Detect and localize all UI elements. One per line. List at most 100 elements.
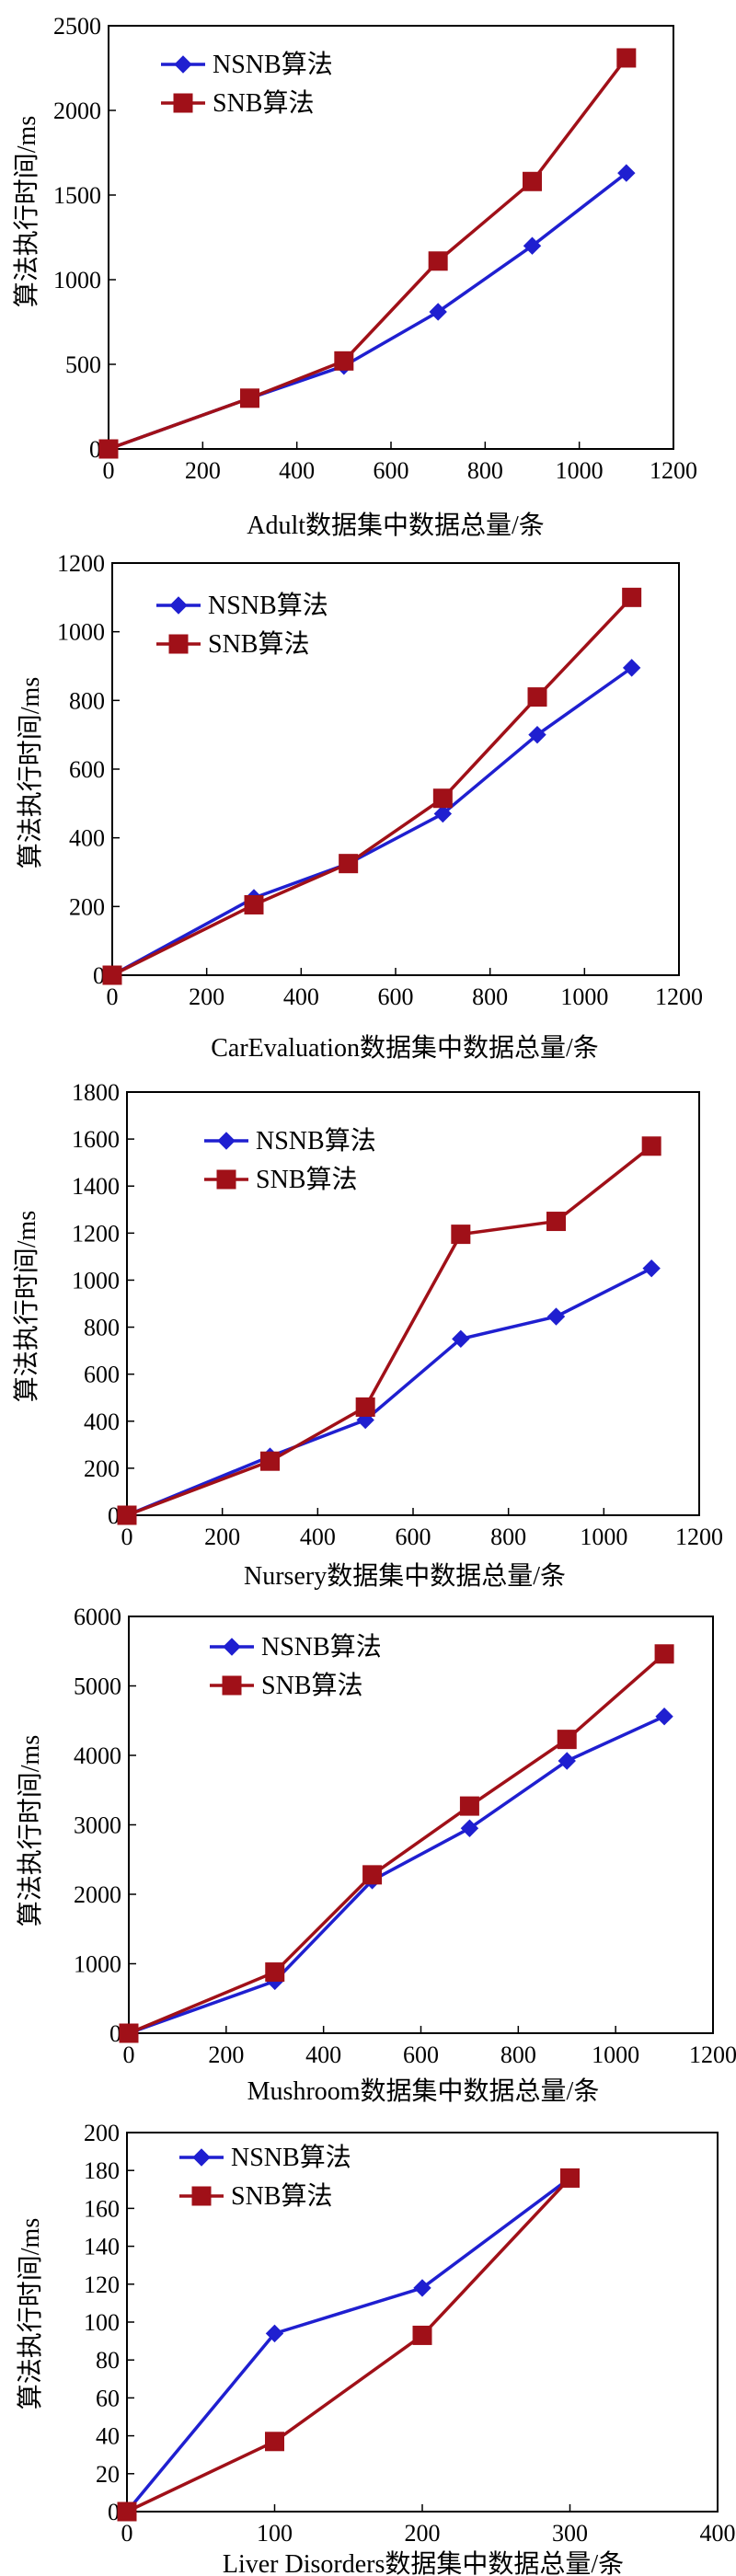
legend-label: SNB算法	[261, 1671, 362, 1700]
y-axis-label: 算法执行时间/ms	[12, 116, 41, 307]
data-point	[616, 48, 637, 68]
series-line	[108, 171, 627, 451]
series-nsnb	[99, 164, 636, 458]
data-point	[119, 2023, 139, 2043]
x-tick-label: 400	[283, 983, 319, 1010]
y-tick-label: 140	[84, 2234, 120, 2260]
y-axis-label: 算法执行时间/ms	[16, 1735, 45, 1926]
y-tick-label: 160	[84, 2195, 120, 2222]
x-tick-label: 200	[208, 2041, 244, 2068]
data-point	[527, 687, 547, 707]
x-tick-label: 800	[500, 2041, 536, 2068]
x-tick-label: 200	[405, 2520, 441, 2547]
legend-marker	[192, 2148, 211, 2167]
data-point	[334, 351, 354, 371]
series-line	[126, 2177, 571, 2513]
legend-entry: NSNB算法	[210, 1632, 382, 1662]
legend-entry: NSNB算法	[179, 2143, 351, 2172]
data-point	[265, 1962, 285, 1983]
legend-entry: SNB算法	[210, 1671, 362, 1700]
plot-frame	[111, 562, 680, 976]
data-point	[265, 2324, 284, 2343]
x-tick-label: 400	[300, 1524, 336, 1550]
y-tick-label: 800	[69, 687, 105, 714]
y-tick-label: 200	[84, 1455, 120, 1482]
x-tick-label: 200	[204, 1524, 240, 1550]
series-nsnb	[118, 2168, 580, 2521]
y-tick-label: 1000	[72, 1267, 120, 1294]
chart-adult: 0 500 1000 1500 2000 2500 0 200 400 600 800 1000 120…	[0, 0, 736, 552]
y-tick-label: 60	[96, 2385, 120, 2411]
x-tick-label: 1200	[675, 1524, 723, 1550]
y-tick-label: 2000	[74, 1881, 121, 1908]
y-tick-label: 600	[84, 1362, 120, 1388]
legend-marker	[217, 1132, 236, 1150]
legend-marker	[174, 55, 192, 74]
legend-entry: SNB算法	[179, 2181, 332, 2211]
data-point	[460, 1819, 479, 1837]
series-snb	[119, 1644, 674, 2043]
x-tick-label: 1000	[580, 1524, 627, 1550]
y-tick-label: 100	[84, 2309, 120, 2336]
x-tick-label: 0	[123, 2041, 135, 2068]
x-axis-label: Adult数据集中数据总量/条	[247, 511, 545, 540]
y-tick-label: 0	[93, 962, 105, 989]
y-tick-label: 400	[69, 825, 105, 852]
legend-label: NSNB算法	[256, 1126, 376, 1156]
y-tick-label: 400	[84, 1409, 120, 1435]
y-tick-label: 500	[65, 351, 101, 378]
chart-nursery: 0 200 400 600 800 1000 1200 1400 1600 1800 0 200 400…	[0, 1076, 736, 1601]
plot-frame	[128, 1616, 714, 2034]
chart-svg: 0 200 400 600 800 1000 1200 0 200 400 600 800 1000 12…	[16, 552, 703, 1063]
legend-marker	[173, 93, 193, 113]
legend-marker	[223, 1638, 241, 1656]
chart-svg: 0 20 40 60 80 100 120 140 160 180 200 0 100 200 300 400…	[16, 2120, 736, 2576]
x-tick-label: 400	[279, 457, 315, 484]
y-tick-label: 0	[109, 2020, 121, 2047]
y-tick-label: 0	[108, 2499, 120, 2525]
y-tick-label: 180	[84, 2157, 120, 2184]
y-tick-label: 1000	[57, 619, 105, 646]
data-point	[260, 1451, 280, 1471]
legend-marker	[169, 596, 188, 615]
x-tick-label: 1200	[689, 2041, 736, 2068]
x-tick-label: 800	[467, 457, 503, 484]
x-tick-label: 400	[700, 2520, 736, 2547]
data-point	[339, 854, 359, 874]
data-point	[451, 1225, 471, 1245]
series-line	[126, 1144, 653, 1517]
y-tick-label: 5000	[74, 1673, 121, 1700]
legend-entry: NSNB算法	[161, 50, 333, 79]
y-tick-label: 1600	[72, 1126, 120, 1153]
y-tick-label: 20	[96, 2461, 120, 2488]
data-point	[546, 1307, 566, 1326]
x-tick-label: 100	[257, 2520, 293, 2547]
x-tick-label: 600	[403, 2041, 439, 2068]
legend-label: NSNB算法	[213, 50, 333, 79]
y-tick-label: 0	[89, 436, 101, 463]
data-point	[523, 236, 542, 255]
legend-label: SNB算法	[213, 88, 314, 118]
data-point	[546, 1212, 566, 1232]
series-nsnb	[103, 659, 641, 984]
data-point	[429, 303, 447, 321]
y-axis-label: 算法执行时间/ms	[16, 677, 45, 868]
series-snb	[98, 48, 637, 459]
y-tick-label: 2500	[53, 13, 101, 40]
legend-marker	[191, 2186, 212, 2206]
data-point	[642, 1259, 661, 1278]
y-tick-label: 1400	[72, 1173, 120, 1200]
series-snb	[117, 1136, 661, 1525]
chart-svg: 0 1000 2000 3000 4000 5000 6000 0 200 400 600 800 10…	[16, 1604, 736, 2106]
chart-carevaluation: 0 200 400 600 800 1000 1200 0 200 400 600 800 1000 12…	[0, 552, 736, 1076]
series-line	[126, 1267, 652, 1517]
x-tick-label: 1200	[655, 983, 703, 1010]
data-point	[432, 788, 453, 809]
data-point	[528, 725, 546, 744]
data-point	[459, 1796, 479, 1816]
plot-frame	[126, 1091, 700, 1516]
data-point	[244, 894, 264, 914]
x-tick-label: 1000	[560, 983, 608, 1010]
y-tick-label: 80	[96, 2347, 120, 2374]
